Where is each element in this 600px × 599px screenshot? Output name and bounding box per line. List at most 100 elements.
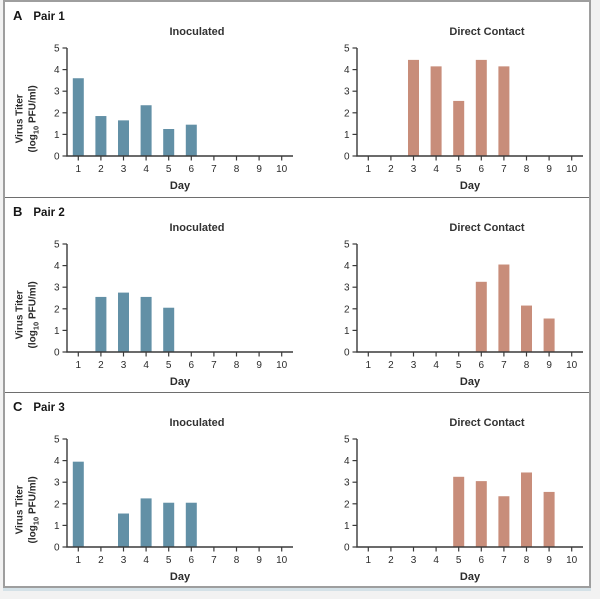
svg-text:8: 8 bbox=[234, 555, 240, 566]
chart-pair2-inoculated: Inoculated Virus Titer (log10 PFU/ml) 0 1… bbox=[13, 221, 301, 388]
x-axis-label: Day bbox=[170, 180, 191, 192]
y-axis-label-wrap: Virus Titer (log10 PFU/ml) bbox=[11, 49, 45, 189]
svg-text:2: 2 bbox=[388, 360, 394, 371]
bar-day-5 bbox=[453, 100, 465, 156]
y-axis-label-line1: Virus Titer bbox=[15, 290, 27, 340]
frame-bottom-accent bbox=[3, 588, 591, 591]
panel-letter: C bbox=[13, 399, 23, 414]
svg-text:9: 9 bbox=[546, 360, 552, 371]
svg-text:3: 3 bbox=[344, 478, 350, 489]
svg-text:2: 2 bbox=[54, 108, 60, 119]
svg-text:0: 0 bbox=[54, 543, 60, 554]
y-axis-label-line2: (log10 PFU/ml) bbox=[28, 281, 42, 349]
svg-text:8: 8 bbox=[234, 164, 240, 175]
svg-text:0: 0 bbox=[344, 543, 350, 554]
svg-text:7: 7 bbox=[211, 164, 217, 175]
svg-text:6: 6 bbox=[479, 164, 485, 175]
bar-chart-canvas: 0 1 2 3 4 5 1 2 3 4 5 6 7 8 9 10 Day bbox=[47, 431, 301, 583]
panel-c-header: C Pair 3 bbox=[13, 399, 583, 416]
svg-text:7: 7 bbox=[211, 360, 217, 371]
svg-text:4: 4 bbox=[54, 65, 60, 76]
svg-text:10: 10 bbox=[276, 360, 288, 371]
panel-b-charts: Inoculated Virus Titer (log10 PFU/ml) 0 1… bbox=[13, 221, 583, 388]
panel-letter: A bbox=[13, 8, 23, 23]
svg-text:1: 1 bbox=[54, 130, 60, 141]
bar-day-6 bbox=[185, 124, 197, 156]
bar-day-5 bbox=[163, 129, 175, 156]
svg-text:8: 8 bbox=[234, 360, 240, 371]
svg-text:1: 1 bbox=[366, 164, 372, 175]
bar-chart-svg: 0 1 2 3 4 5 1 2 3 4 5 6 7 8 9 10 Day bbox=[344, 44, 583, 192]
svg-text:1: 1 bbox=[54, 326, 60, 337]
svg-text:4: 4 bbox=[344, 456, 350, 467]
svg-text:10: 10 bbox=[276, 555, 288, 566]
figure-frame: A Pair 1 Inoculated Virus Titer (log10 P… bbox=[3, 0, 591, 588]
svg-text:3: 3 bbox=[54, 478, 60, 489]
svg-text:2: 2 bbox=[98, 164, 104, 175]
svg-text:4: 4 bbox=[143, 164, 149, 175]
svg-text:6: 6 bbox=[189, 555, 195, 566]
bars-group bbox=[95, 292, 175, 352]
bar-day-8 bbox=[521, 305, 532, 352]
chart-title: Inoculated bbox=[169, 222, 225, 234]
svg-text:4: 4 bbox=[54, 261, 60, 272]
svg-text:1: 1 bbox=[76, 555, 82, 566]
svg-text:10: 10 bbox=[566, 360, 578, 371]
svg-text:2: 2 bbox=[54, 499, 60, 510]
bar-day-4 bbox=[430, 66, 442, 156]
panel-c-charts: Inoculated Virus Titer (log10 PFU/ml) 0 1… bbox=[13, 416, 583, 583]
y-axis-label: Virus Titer (log10 PFU/ml) bbox=[14, 85, 42, 152]
y-axis-label-line1: Virus Titer bbox=[15, 485, 27, 535]
svg-text:8: 8 bbox=[524, 164, 530, 175]
bars-group bbox=[72, 78, 197, 156]
chart-title: Inoculated bbox=[169, 26, 225, 38]
panel-a: A Pair 1 Inoculated Virus Titer (log10 P… bbox=[5, 2, 589, 197]
svg-text:3: 3 bbox=[121, 555, 127, 566]
bar-chart-svg: 0 1 2 3 4 5 1 2 3 4 5 6 7 8 9 10 Day bbox=[54, 435, 293, 583]
panel-a-header: A Pair 1 bbox=[13, 8, 583, 25]
bar-chart-svg: 0 1 2 3 4 5 1 2 3 4 5 6 7 8 9 10 Day bbox=[344, 240, 583, 388]
svg-text:3: 3 bbox=[54, 283, 60, 294]
bar-day-4 bbox=[140, 498, 152, 547]
svg-text:9: 9 bbox=[256, 360, 262, 371]
svg-text:6: 6 bbox=[479, 360, 485, 371]
bar-day-1 bbox=[72, 461, 84, 547]
panel-pair-label: Pair 2 bbox=[33, 207, 65, 219]
svg-text:2: 2 bbox=[344, 499, 350, 510]
bar-day-5 bbox=[453, 476, 465, 547]
svg-text:6: 6 bbox=[189, 164, 195, 175]
svg-text:0: 0 bbox=[344, 152, 350, 163]
svg-text:0: 0 bbox=[344, 348, 350, 359]
bar-day-3 bbox=[408, 59, 419, 156]
svg-text:10: 10 bbox=[566, 555, 578, 566]
bar-day-6 bbox=[475, 481, 487, 547]
x-axis-label: Day bbox=[460, 376, 481, 388]
y-axis-label: Virus Titer (log10 PFU/ml) bbox=[14, 281, 42, 348]
bars-group bbox=[72, 461, 197, 547]
bar-chart-svg: 0 1 2 3 4 5 1 2 3 4 5 6 7 8 9 10 Day bbox=[344, 435, 583, 583]
svg-text:3: 3 bbox=[411, 555, 417, 566]
svg-text:7: 7 bbox=[211, 555, 217, 566]
y-axis-label-wrap: Virus Titer (log10 PFU/ml) bbox=[11, 245, 45, 385]
svg-text:5: 5 bbox=[166, 360, 172, 371]
svg-text:1: 1 bbox=[344, 521, 350, 532]
y-axis-label-line1: Virus Titer bbox=[15, 94, 27, 144]
panel-pair-label: Pair 3 bbox=[33, 402, 65, 414]
y-axis-label: Virus Titer (log10 PFU/ml) bbox=[14, 476, 42, 543]
chart-title: Direct Contact bbox=[449, 26, 525, 38]
panel-b: B Pair 2 Inoculated Virus Titer (log10 P… bbox=[5, 197, 589, 392]
svg-text:0: 0 bbox=[54, 348, 60, 359]
svg-text:4: 4 bbox=[143, 360, 149, 371]
svg-text:5: 5 bbox=[344, 240, 350, 251]
svg-text:1: 1 bbox=[76, 360, 82, 371]
svg-text:2: 2 bbox=[388, 555, 394, 566]
svg-text:5: 5 bbox=[456, 164, 462, 175]
svg-text:9: 9 bbox=[546, 555, 552, 566]
svg-text:9: 9 bbox=[546, 164, 552, 175]
svg-text:2: 2 bbox=[54, 304, 60, 315]
bar-chart-svg: 0 1 2 3 4 5 1 2 3 4 5 6 7 8 9 10 Day bbox=[54, 240, 293, 388]
panel-c: C Pair 3 Inoculated Virus Titer (log10 P… bbox=[5, 392, 589, 587]
bar-day-3 bbox=[118, 120, 129, 156]
bar-day-3 bbox=[118, 292, 129, 352]
panel-pair-label: Pair 1 bbox=[33, 11, 65, 23]
